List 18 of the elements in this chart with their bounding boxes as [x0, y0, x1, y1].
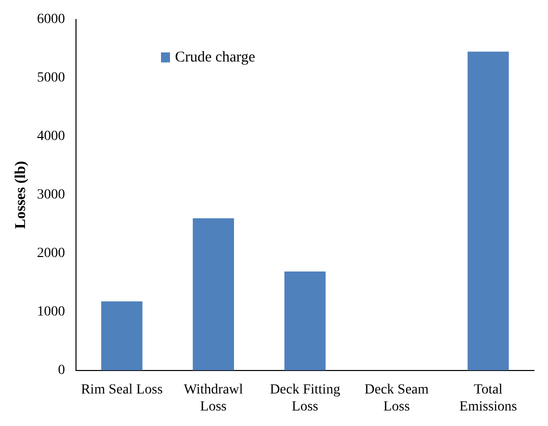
y-tick-label: 4000 — [37, 129, 65, 144]
y-tick-label: 3000 — [37, 188, 65, 203]
bar — [192, 218, 234, 370]
legend-label: Crude charge — [175, 49, 256, 66]
bar — [468, 52, 509, 370]
x-tick-label: Deck Seam Loss — [364, 382, 429, 414]
y-tick-label: 1000 — [37, 304, 65, 320]
bar — [101, 301, 142, 370]
y-tick-label: 0 — [58, 363, 65, 378]
y-axis-title: Losses (lb) — [12, 160, 29, 229]
x-tick-label: Total Emissions — [459, 382, 517, 414]
x-tick-label: Withdrawl Loss — [184, 382, 244, 414]
y-tick-label: 2000 — [37, 246, 65, 262]
y-tick-label: 5000 — [37, 70, 65, 86]
bar — [284, 272, 326, 370]
x-tick-label: Rim Seal Loss — [80, 382, 163, 398]
y-tick-label: 6000 — [37, 12, 65, 28]
x-tick-label: Deck Fitting Loss — [270, 382, 340, 414]
